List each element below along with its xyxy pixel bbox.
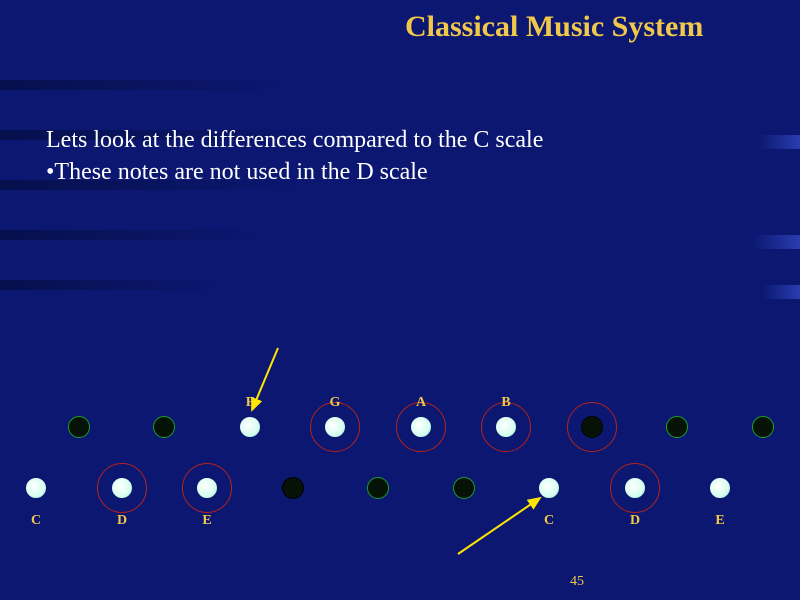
page-title: Classical Music System — [405, 10, 703, 44]
lower-note-label: C — [544, 513, 554, 529]
upper-note-label: F — [246, 395, 255, 411]
upper-note-label: G — [330, 395, 341, 411]
lower-note-dot — [111, 477, 133, 499]
body-line-2: •These notes are not used in the D scale — [46, 156, 543, 188]
upper-note-dot — [68, 416, 90, 438]
slide: Classical Music System Lets look at the … — [0, 0, 800, 600]
bg-stripe — [0, 280, 220, 290]
body-line-1: Lets look at the differences compared to… — [46, 124, 543, 156]
bg-accent — [758, 135, 800, 149]
bg-stripe — [0, 230, 260, 240]
upper-note-dot — [495, 416, 517, 438]
upper-note-dot — [752, 416, 774, 438]
lower-note-dot — [538, 477, 560, 499]
bg-accent — [762, 285, 800, 299]
lower-note-label: D — [630, 513, 640, 529]
lower-note-label: D — [117, 513, 127, 529]
lower-note-dot — [367, 477, 389, 499]
upper-note-dot — [153, 416, 175, 438]
bg-stripe — [0, 80, 280, 90]
lower-note-label: E — [202, 513, 211, 529]
lower-note-dot — [282, 477, 304, 499]
upper-note-dot — [410, 416, 432, 438]
body-text: Lets look at the differences compared to… — [46, 124, 543, 189]
upper-note-dot — [324, 416, 346, 438]
lower-note-dot — [453, 477, 475, 499]
lower-note-dot — [624, 477, 646, 499]
page-number: 45 — [570, 574, 584, 590]
lower-note-label: C — [31, 513, 41, 529]
upper-note-label: B — [501, 395, 510, 411]
upper-note-label: A — [416, 395, 426, 411]
upper-note-dot — [666, 416, 688, 438]
lower-note-dot — [196, 477, 218, 499]
upper-note-dot — [581, 416, 603, 438]
bg-accent — [752, 235, 800, 249]
lower-note-label: E — [715, 513, 724, 529]
lower-note-dot — [25, 477, 47, 499]
upper-note-dot — [239, 416, 261, 438]
lower-note-dot — [709, 477, 731, 499]
